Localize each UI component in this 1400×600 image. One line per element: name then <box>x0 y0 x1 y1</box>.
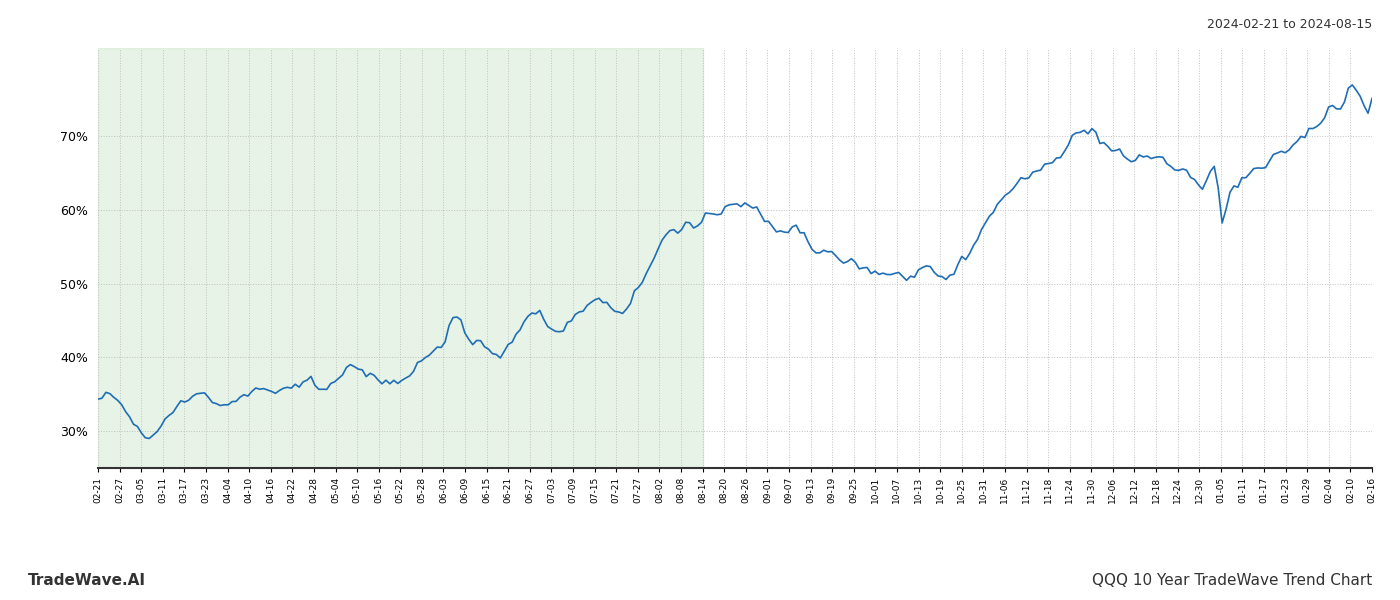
Text: QQQ 10 Year TradeWave Trend Chart: QQQ 10 Year TradeWave Trend Chart <box>1092 573 1372 588</box>
Bar <box>98 48 703 468</box>
Text: 2024-02-21 to 2024-08-15: 2024-02-21 to 2024-08-15 <box>1207 18 1372 31</box>
Text: TradeWave.AI: TradeWave.AI <box>28 573 146 588</box>
